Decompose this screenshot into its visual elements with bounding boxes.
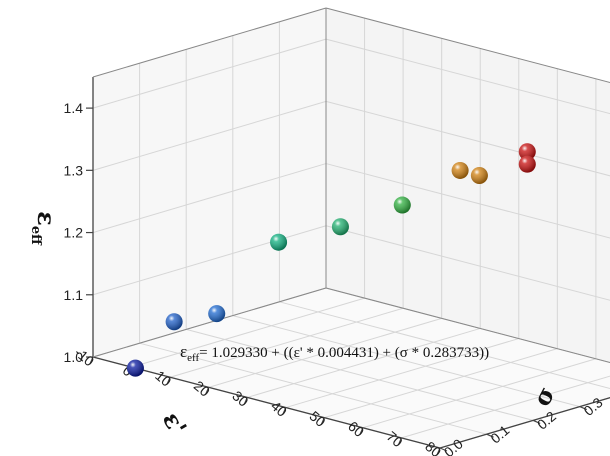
z-tick-label: 1.3 [64,162,84,178]
svg-text:εeff: εeff [28,211,61,246]
x-tick-mark [243,397,248,405]
grid-line-z [92,100,327,171]
data-point-shine [518,155,536,173]
data-point [518,155,536,173]
y-tick-mark [439,447,448,452]
grid-line-x [247,327,481,398]
data-point-shine [208,305,226,323]
chart-frame [92,7,610,449]
data-point [331,218,349,236]
data-point [270,233,288,251]
y-tick-mark [532,419,541,424]
equation-subscript: eff [187,352,199,364]
data-point-shine [451,161,469,179]
equation-text: = 1.029330 + ((ε' * 0.004431) + (σ * 0.2… [199,345,489,361]
x-tick-mark [89,356,94,365]
back-wall-xz [326,8,610,363]
x-tick-label: 80 [422,438,444,456]
data-point-shine [331,218,349,236]
z-tick-label: 1.4 [64,100,84,116]
grid-line-z [92,225,327,296]
z-axis-title-main: ε [32,211,61,226]
data-point [451,161,469,179]
data-point [165,313,183,331]
grid-line-z [325,225,610,301]
data-point-shine [470,167,488,184]
x-tick-mark [397,437,402,446]
data-point-shine [126,359,144,377]
x-tick-mark [205,387,210,395]
data-point-shine [270,233,288,251]
z-axis-title: εeff [28,211,61,246]
data-point [393,196,411,214]
z-tick-label: 1.1 [64,287,84,303]
grid-line-z [325,163,610,239]
data-point [470,167,488,184]
x-axis-title: ε' [157,407,193,440]
svg-text:ε': ε' [157,407,193,440]
top-edge [325,7,610,83]
data-point [208,305,226,323]
grid-line-x [401,375,610,439]
grid-line-x [324,348,558,419]
floor-edge [325,287,610,363]
floor-edge [92,287,327,358]
grid-line-y [186,328,534,421]
data-point-shine [165,313,183,331]
grid-line-x [208,317,442,388]
top-edge [92,7,327,78]
data-point [126,359,144,377]
grid-line-y [279,301,610,390]
x-tick-mark [282,407,287,415]
data-point-shine [393,196,411,214]
grid-line-z [92,38,327,109]
y-tick-mark [579,406,588,411]
grid-line-y [139,342,487,435]
equation-symbol: ε [180,342,187,361]
x-axis-line [92,356,441,449]
grid-line-x [131,297,365,368]
x-tick-mark [166,376,171,385]
grid-line-x [362,358,597,429]
grid-line-z [325,38,610,115]
y-tick-mark [486,433,494,438]
chart-points [126,143,536,377]
grid-line-x [285,338,519,409]
equation-annotation: εeff= 1.029330 + ((ε' * 0.004431) + (σ *… [180,342,489,364]
grid-line-x [169,307,404,378]
x-tick-mark [436,447,441,456]
y-axis-line [439,396,610,449]
z-axis-title-sub: eff [28,226,43,246]
floor-xy [93,288,610,448]
x-tick-mark [359,427,364,436]
grid-line-y [232,315,580,408]
grid-line-z [325,100,610,177]
chart-walls [93,8,610,448]
grid-line-z [92,163,327,234]
data-point-shine [518,143,536,161]
z-tick-label: 1.0 [64,349,84,365]
back-wall-yz [93,8,326,357]
z-tick-label: 1.2 [64,225,84,241]
x-tick-mark [320,417,325,425]
data-point [518,143,536,161]
